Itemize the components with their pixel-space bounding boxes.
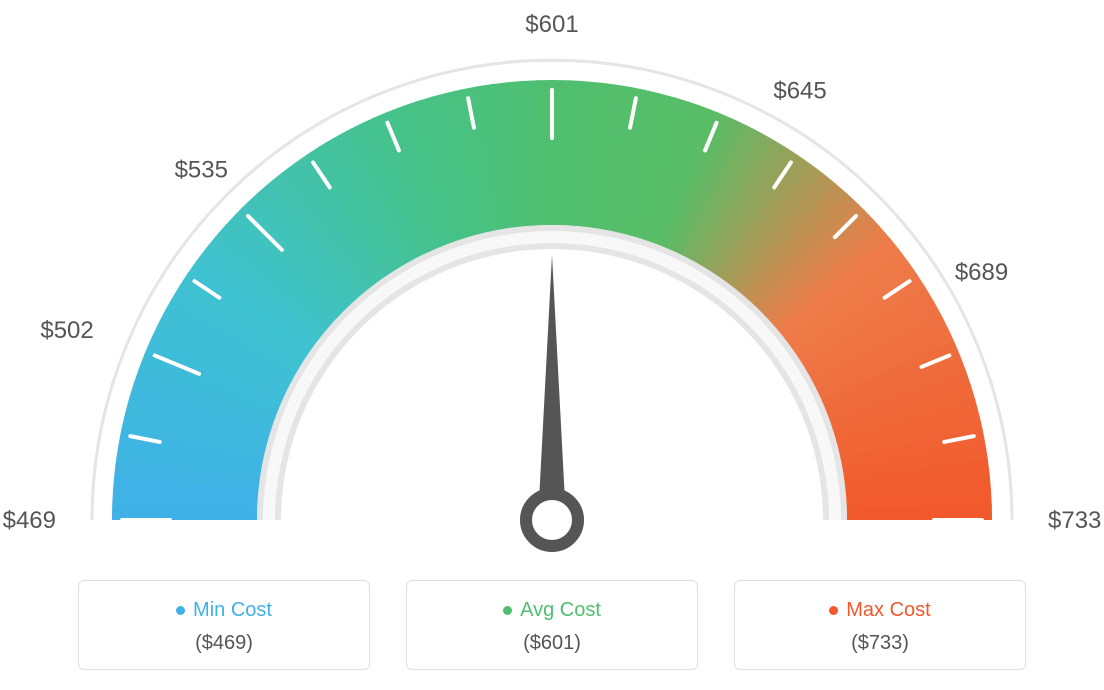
summary-cards: Min Cost ($469) Avg Cost ($601) Max Cost…	[0, 580, 1104, 670]
cost-gauge: $469 $502 $535 $601 $645 $689 $733	[0, 0, 1104, 560]
avg-cost-card: Avg Cost ($601)	[406, 580, 698, 670]
min-cost-label: Min Cost	[193, 599, 272, 622]
gauge-tick-label: $645	[773, 77, 826, 104]
avg-cost-label: Avg Cost	[520, 599, 601, 622]
gauge-container: $469 $502 $535 $601 $645 $689 $733	[0, 0, 1104, 560]
gauge-needle-hub	[526, 494, 578, 546]
min-cost-card: Min Cost ($469)	[78, 580, 370, 670]
avg-cost-value: ($601)	[407, 632, 697, 655]
min-dot-icon	[176, 606, 185, 615]
min-cost-title-row: Min Cost	[176, 599, 272, 622]
min-cost-value: ($469)	[79, 632, 369, 655]
gauge-tick-label: $502	[40, 317, 93, 344]
max-cost-title-row: Max Cost	[829, 599, 930, 622]
gauge-tick-label: $733	[1048, 507, 1101, 534]
max-cost-value: ($733)	[735, 632, 1025, 655]
gauge-needle	[538, 255, 566, 520]
max-cost-label: Max Cost	[846, 599, 930, 622]
gauge-tick-label: $601	[525, 11, 578, 38]
gauge-tick-label: $689	[955, 259, 1008, 286]
avg-dot-icon	[503, 606, 512, 615]
max-dot-icon	[829, 606, 838, 615]
gauge-tick-label: $469	[3, 507, 56, 534]
avg-cost-title-row: Avg Cost	[503, 599, 601, 622]
gauge-tick-label: $535	[175, 156, 228, 183]
max-cost-card: Max Cost ($733)	[734, 580, 1026, 670]
